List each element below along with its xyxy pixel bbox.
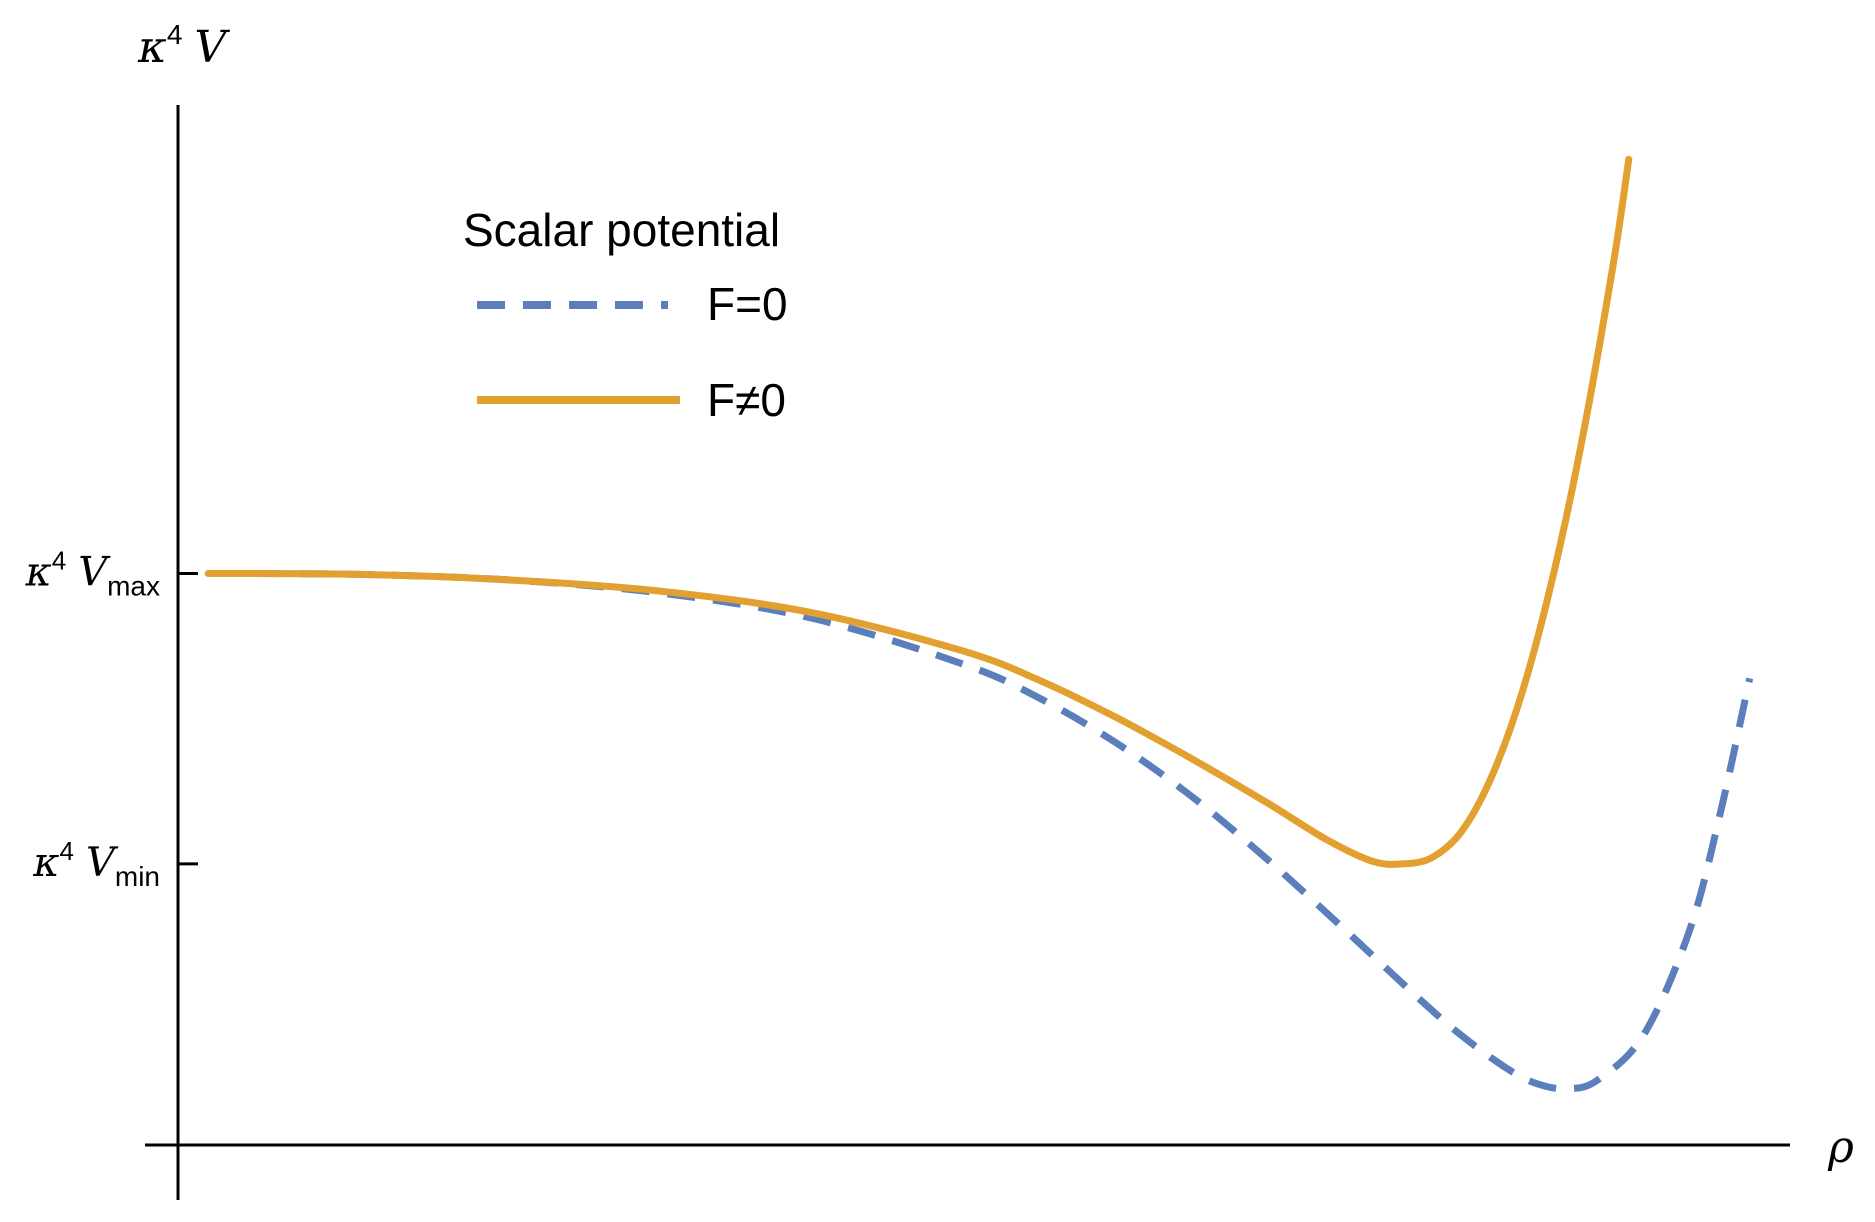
legend: Scalar potential F=0 F≠0 <box>463 204 788 426</box>
series-line-fne0 <box>204 155 1633 868</box>
y-ticks: κ4 Vmax κ4 Vmin <box>25 545 198 892</box>
y-axis-label: κ4 V <box>137 19 230 73</box>
tick-label-vmin: κ4 Vmin <box>32 836 160 892</box>
tick-label-vmax: κ4 Vmax <box>25 545 161 601</box>
legend-label-f0: F=0 <box>707 278 788 330</box>
series-line-f0 <box>208 570 1754 1093</box>
legend-title: Scalar potential <box>463 204 780 256</box>
x-axis-label: ρ <box>1827 1122 1854 1173</box>
legend-label-fne0: F≠0 <box>707 374 786 426</box>
